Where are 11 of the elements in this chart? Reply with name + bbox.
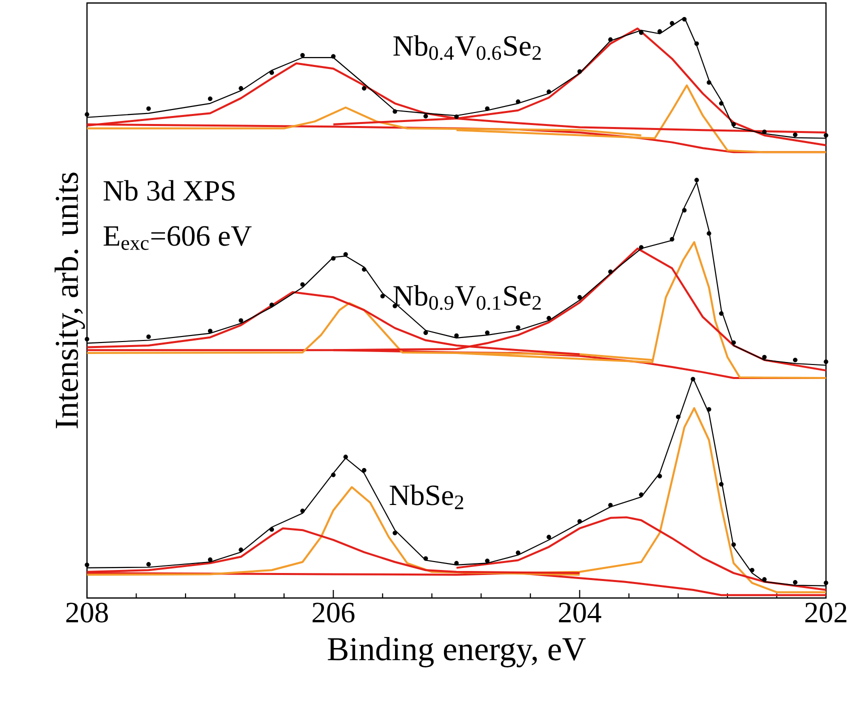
x-axis-title: Binding energy, eV [328, 636, 586, 668]
annotation: Nb$_{0.4}$V$_{0.6}$Se$_{2}$ [393, 35, 541, 60]
annotation: NbSe$_{2}$ [390, 484, 464, 510]
annotation: Nb$_{0.9}$V$_{0.1}$Se$_{2}$ [393, 285, 541, 310]
x-tick-label: 204 [558, 602, 602, 623]
x-tick-label: 202 [805, 602, 846, 623]
y-axis-title: Intensity, arb. units [54, 172, 85, 428]
annotation: E$_{exc}$=606 eV [104, 226, 252, 250]
x-tick-label: 206 [312, 602, 354, 623]
x-tick-label: 208 [66, 602, 108, 623]
annotation: Nb 3d XPS [104, 180, 235, 201]
